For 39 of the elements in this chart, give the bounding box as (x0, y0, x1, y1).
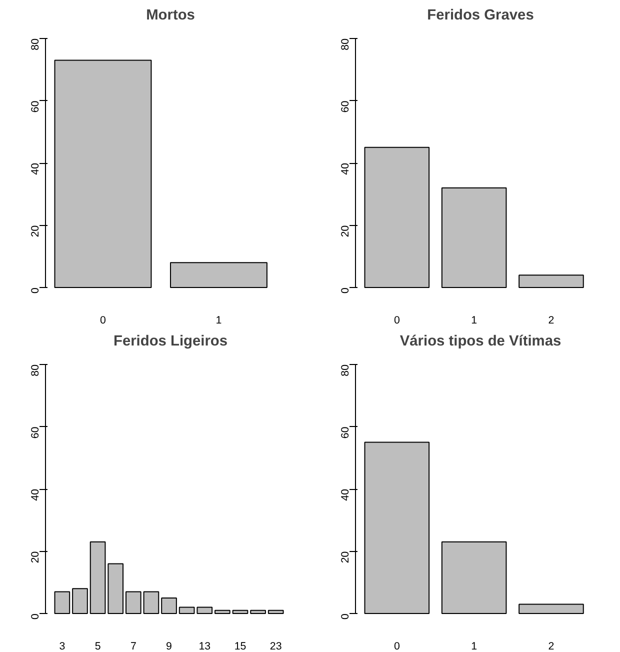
y-tick-label: 60 (340, 100, 352, 113)
y-tick-label: 0 (340, 613, 352, 620)
x-tick-label: 9 (166, 640, 172, 652)
x-tick-label: 2 (548, 314, 554, 326)
x-tick-label: 0 (394, 314, 400, 326)
y-tick-label: 80 (340, 364, 352, 376)
y-tick-label: 20 (340, 551, 352, 564)
y-tick-label: 60 (30, 426, 42, 439)
x-tick-label: 0 (100, 314, 106, 326)
y-tick-label: 80 (30, 364, 42, 376)
y-tick-label: 0 (340, 287, 352, 294)
x-tick-label: 23 (270, 640, 282, 652)
chart-title: Feridos Graves (427, 8, 534, 24)
y-tick-label: 20 (30, 551, 42, 564)
chart-title: Vários tipos de Vítimas (400, 334, 562, 350)
x-tick-label: 7 (130, 640, 136, 652)
y-tick-label: 40 (30, 488, 42, 501)
x-tick-label: 3 (59, 640, 66, 652)
x-tick-label: 1 (216, 314, 222, 326)
chart-title: Feridos Ligeiros (113, 334, 228, 350)
x-tick-label: 5 (94, 640, 101, 652)
x-tick-label: 13 (198, 640, 211, 652)
y-tick-label: 80 (30, 38, 42, 50)
y-tick-label: 40 (30, 162, 42, 175)
y-tick-label: 80 (340, 38, 352, 50)
x-tick-label: 1 (471, 640, 478, 652)
y-tick-label: 60 (340, 426, 352, 439)
y-tick-label: 0 (30, 613, 42, 620)
y-tick-label: 20 (30, 225, 42, 238)
x-tick-label: 0 (394, 640, 400, 652)
x-tick-label: 2 (548, 640, 554, 652)
chart-title: Mortos (146, 8, 195, 24)
y-tick-label: 40 (340, 488, 352, 501)
x-tick-label: 1 (471, 314, 478, 326)
y-tick-label: 60 (30, 100, 42, 113)
y-tick-label: 40 (340, 162, 352, 175)
y-tick-label: 20 (340, 225, 352, 238)
x-tick-label: 15 (234, 640, 246, 652)
y-tick-label: 0 (30, 287, 42, 294)
